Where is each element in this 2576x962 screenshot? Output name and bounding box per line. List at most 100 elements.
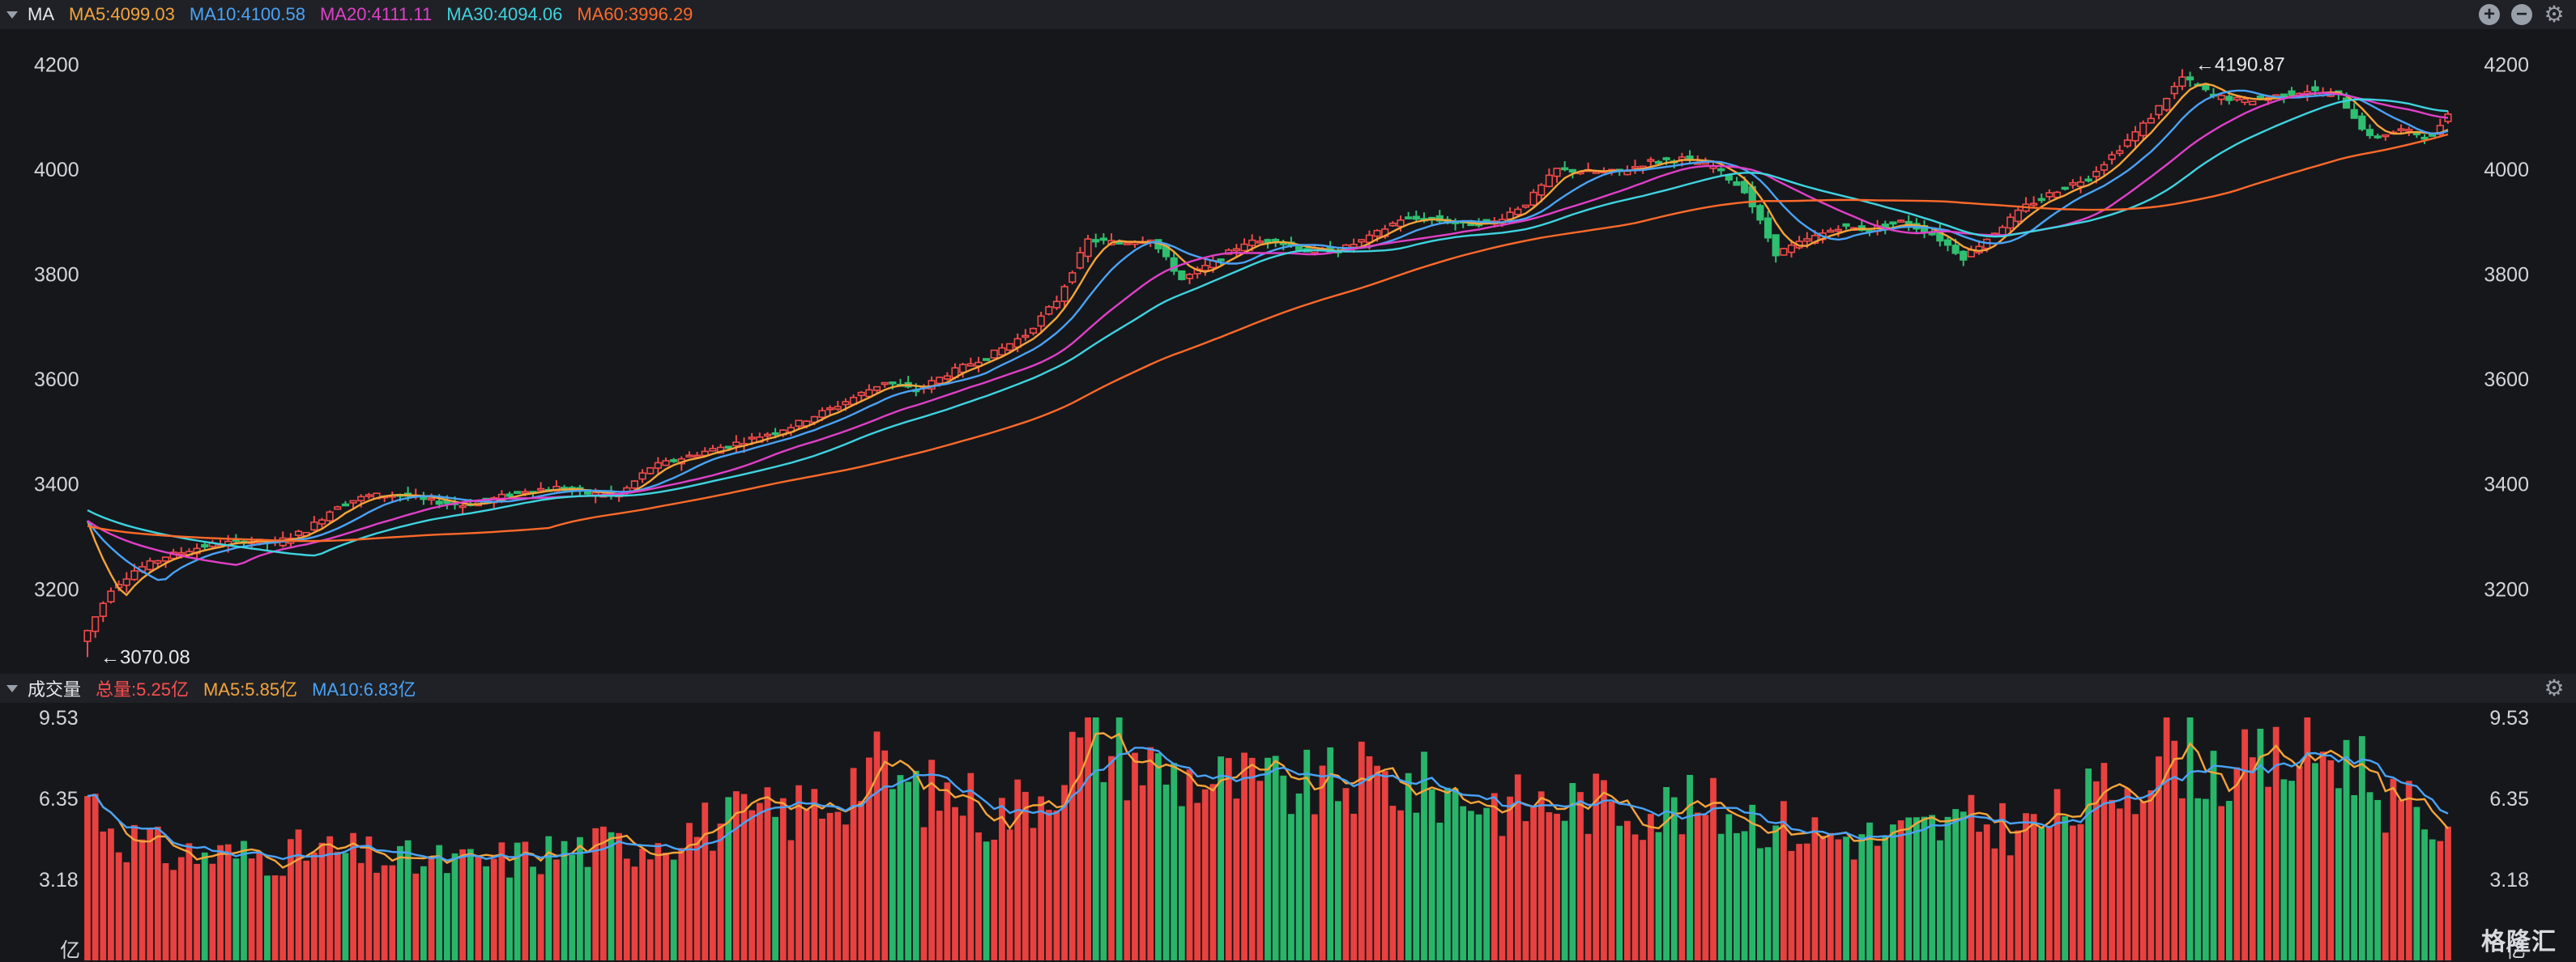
volume-bar-121 <box>1030 828 1037 960</box>
volume-bar-8 <box>147 828 154 960</box>
volume-bar-85 <box>748 810 756 960</box>
candle-body-183 <box>1514 208 1522 215</box>
zoom-out-icon[interactable]: − <box>2511 4 2532 25</box>
volume-bar-43 <box>420 866 427 960</box>
volume-bar-118 <box>1006 829 1013 960</box>
candle-body-99 <box>857 391 865 397</box>
candle-body-264 <box>2147 117 2155 124</box>
candle-body-212 <box>1740 181 1749 194</box>
volume-bar-91 <box>795 785 802 960</box>
volume-bar-213 <box>1749 804 1756 960</box>
volume-bar-289 <box>2343 739 2350 960</box>
candle-body-215 <box>1764 217 1772 239</box>
candle-body-274 <box>2225 96 2233 101</box>
collapse-chevron-icon[interactable] <box>6 11 18 19</box>
volume-bar-64 <box>584 866 591 960</box>
candle-body-237 <box>1936 229 1944 242</box>
gear-icon[interactable]: ⚙ <box>2544 2 2565 27</box>
y-tick-right-1: 4000 <box>2484 159 2529 181</box>
volume-bar-127 <box>1077 737 1084 960</box>
volume-bar-255 <box>2077 824 2084 960</box>
volume-bar-138 <box>1162 784 1170 960</box>
volume-bar-227 <box>1858 834 1866 960</box>
candle-body-231 <box>1889 221 1897 225</box>
candle-body-187 <box>1545 174 1553 188</box>
candle-body-102 <box>881 381 889 385</box>
price-chart[interactable]: 4200 4200 4000 4000 3800 3800 3600 3600 3400 3400… <box>0 29 2576 674</box>
volume-bar-283 <box>2296 766 2303 960</box>
volume-bar-40 <box>397 845 403 960</box>
candle-body-15 <box>201 543 209 548</box>
annotation-1: ←3070.08 <box>100 646 190 668</box>
volume-bar-76 <box>678 848 685 960</box>
candle-body-32 <box>334 506 342 510</box>
candle-body-70 <box>630 480 639 489</box>
ma20-legend: MA20:4111.11 <box>319 4 433 24</box>
volume-bar-6 <box>130 824 138 960</box>
volume-bar-223 <box>1827 832 1834 960</box>
candle-body-299 <box>2420 136 2429 140</box>
candle-body-91 <box>795 419 803 428</box>
y-tick-right-2: 3800 <box>2484 264 2529 287</box>
candle-body-94 <box>818 410 826 419</box>
volume-bar-285 <box>2312 763 2318 960</box>
candle-body-147 <box>1232 248 1241 252</box>
volume-bar-235 <box>1921 816 1928 960</box>
candle-body-239 <box>1951 245 1960 254</box>
volume-indicator-toggle[interactable]: 成交量 <box>6 675 81 701</box>
candle-body-132 <box>1115 241 1124 245</box>
volume-bar-222 <box>1819 836 1826 960</box>
candle-body-285 <box>2311 86 2319 92</box>
candle-body-188 <box>1553 168 1561 177</box>
volume-bar-246 <box>2007 855 2014 960</box>
price-indicator-toggle[interactable]: MA <box>6 4 54 25</box>
candle-body-211 <box>1733 181 1741 186</box>
volume-bar-11 <box>170 870 177 960</box>
candle-body-3 <box>107 590 115 602</box>
candle-body-202 <box>1662 157 1670 160</box>
volume-chart[interactable]: 9.53 9.53 6.35 6.35 3.18 3.18 亿 亿 <box>0 703 2576 962</box>
volume-bar-69 <box>623 858 630 960</box>
volume-bar-149 <box>1248 757 1256 960</box>
candle-body-8 <box>146 560 154 571</box>
volume-bar-2 <box>100 831 107 960</box>
candle-body-155 <box>1294 246 1303 251</box>
volume-bar-215 <box>1764 847 1772 960</box>
volume-bar-51 <box>483 866 489 960</box>
volume-bar-83 <box>732 791 740 960</box>
volume-bar-154 <box>1288 814 1294 960</box>
volume-bar-277 <box>2249 757 2256 960</box>
candle-body-77 <box>685 454 693 458</box>
volume-bar-173 <box>1436 822 1444 960</box>
volume-bar-97 <box>842 824 849 960</box>
candle-body-291 <box>2358 115 2366 130</box>
volume-bar-240 <box>1960 811 1967 960</box>
volume-bar-52 <box>490 858 497 960</box>
candle-body-168 <box>1397 219 1405 228</box>
gear-icon[interactable]: ⚙ <box>2544 675 2565 700</box>
volume-bar-219 <box>1796 844 1803 960</box>
volume-bar-166 <box>1381 771 1388 960</box>
collapse-chevron-icon[interactable] <box>6 684 18 692</box>
volume-bar-192 <box>1584 833 1592 960</box>
candle-body-252 <box>2053 191 2062 198</box>
volume-bar-291 <box>2358 736 2365 960</box>
volume-bar-294 <box>2382 832 2389 960</box>
candle-body-31 <box>326 511 334 521</box>
volume-bar-208 <box>1710 777 1717 960</box>
ma60-line <box>87 133 2449 543</box>
volume-bar-167 <box>1389 806 1397 960</box>
candle-body-240 <box>1960 250 1968 261</box>
zoom-in-icon[interactable]: + <box>2479 4 2500 25</box>
volume-bar-123 <box>1045 810 1052 960</box>
volume-bar-71 <box>639 849 646 960</box>
volume-ma5-legend: MA5:5.85亿 <box>203 679 298 700</box>
vol-unit-left: 亿 <box>60 939 80 962</box>
volume-bar-135 <box>1139 785 1146 960</box>
candle-body-254 <box>2069 181 2077 186</box>
candle-body-218 <box>1787 245 1796 253</box>
ma5-legend: MA5:4099.03 <box>69 4 175 24</box>
vol-tick-left-0: 9.53 <box>39 707 79 730</box>
candle-body-294 <box>2382 134 2390 138</box>
candle-body-118 <box>1005 343 1014 351</box>
